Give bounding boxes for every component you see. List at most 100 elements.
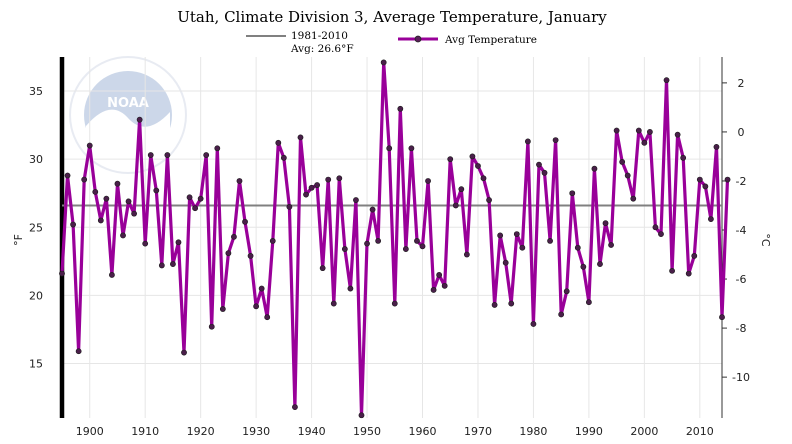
data-point (142, 240, 149, 247)
data-point (275, 139, 282, 146)
x-tick-label: 1980 (519, 425, 547, 438)
data-point (724, 176, 731, 183)
noaa-logo-watermark: NOAA (69, 56, 187, 174)
data-point (303, 191, 309, 198)
x-tick-label: 1970 (464, 425, 492, 438)
data-point (624, 172, 631, 179)
data-point (547, 238, 553, 244)
legend: 1981-2010 Avg: 26.6°F Avg Temperature (246, 30, 537, 55)
data-point (674, 131, 681, 138)
data-point (641, 139, 648, 146)
data-point (81, 176, 88, 183)
data-point (619, 158, 626, 165)
data-point (508, 300, 515, 307)
legend-series-marker (414, 35, 422, 43)
data-point (314, 182, 321, 188)
data-point (669, 267, 675, 274)
x-tick-label: 1900 (76, 425, 104, 438)
data-point (713, 144, 720, 150)
data-point (136, 116, 143, 123)
y-axis-label-fahrenheit: °F (12, 234, 25, 246)
y-tick-label-c: 0 (738, 126, 745, 139)
series-avg-temperature (59, 59, 731, 419)
data-point (242, 218, 248, 225)
data-point (341, 246, 348, 252)
x-tick-label: 1950 (353, 425, 381, 438)
data-point (646, 129, 653, 135)
x-tick-label: 1920 (187, 425, 215, 438)
data-point (64, 172, 71, 179)
data-point (613, 127, 620, 134)
data-point (181, 349, 187, 356)
data-point (569, 190, 576, 197)
data-point (247, 252, 254, 259)
data-point (280, 154, 287, 161)
x-tick-label: 1910 (131, 425, 159, 438)
data-point (292, 404, 298, 411)
y-tick-label-c: -2 (736, 175, 747, 188)
x-tick-label: 1940 (298, 425, 326, 438)
data-point (513, 231, 520, 237)
data-point (70, 221, 76, 228)
y-tick-label-c: -10 (732, 371, 750, 384)
x-tick-label: 1990 (575, 425, 603, 438)
data-point (652, 224, 659, 231)
data-point (258, 285, 265, 292)
data-point (502, 259, 509, 266)
data-point (325, 176, 332, 183)
data-point (369, 206, 376, 213)
data-point (425, 178, 431, 184)
data-point (147, 152, 154, 158)
data-point (375, 238, 382, 244)
data-point (236, 178, 243, 184)
data-point (158, 262, 165, 269)
data-point (380, 59, 387, 66)
data-point (436, 272, 443, 278)
data-point (264, 314, 271, 321)
data-point (164, 152, 171, 158)
data-point (364, 240, 370, 247)
data-point (486, 197, 492, 203)
data-point (696, 176, 703, 183)
y-tick-label-c: -4 (736, 224, 747, 237)
data-point (197, 195, 204, 202)
data-point (463, 251, 470, 258)
data-point (602, 220, 609, 227)
data-point (75, 348, 82, 355)
data-point (125, 198, 132, 205)
data-point (208, 323, 215, 330)
data-point (452, 202, 459, 209)
y-tick-label-c: 2 (738, 77, 745, 90)
data-point (353, 197, 359, 203)
data-point (597, 261, 603, 267)
data-point (170, 261, 176, 267)
data-point (685, 270, 692, 277)
legend-series-label: Avg Temperature (444, 34, 537, 46)
data-point (708, 216, 714, 223)
svg-text:NOAA: NOAA (107, 96, 149, 111)
data-point (480, 175, 487, 182)
data-point (397, 105, 404, 112)
data-point (447, 156, 454, 163)
data-point (214, 145, 221, 152)
data-point (386, 145, 393, 152)
legend-baseline-label-line2: Avg: 26.6°F (290, 43, 354, 55)
y-tick-label-f: 15 (29, 358, 43, 371)
data-point (86, 142, 93, 149)
data-point (591, 165, 598, 172)
data-point (414, 238, 420, 244)
data-point (719, 314, 725, 321)
x-tick-label: 1960 (409, 425, 437, 438)
y-tick-label-c: -8 (736, 322, 747, 335)
y-tick-label-f: 20 (29, 289, 43, 302)
data-point (402, 246, 409, 252)
data-point (109, 272, 115, 278)
data-point (458, 186, 465, 193)
data-point (358, 412, 365, 419)
data-point (574, 244, 581, 251)
legend-baseline-label-line1: 1981-2010 (291, 30, 348, 42)
data-point (92, 188, 99, 195)
y-tick-label-f: 35 (29, 85, 43, 98)
data-point (580, 263, 587, 270)
data-point (391, 300, 398, 307)
